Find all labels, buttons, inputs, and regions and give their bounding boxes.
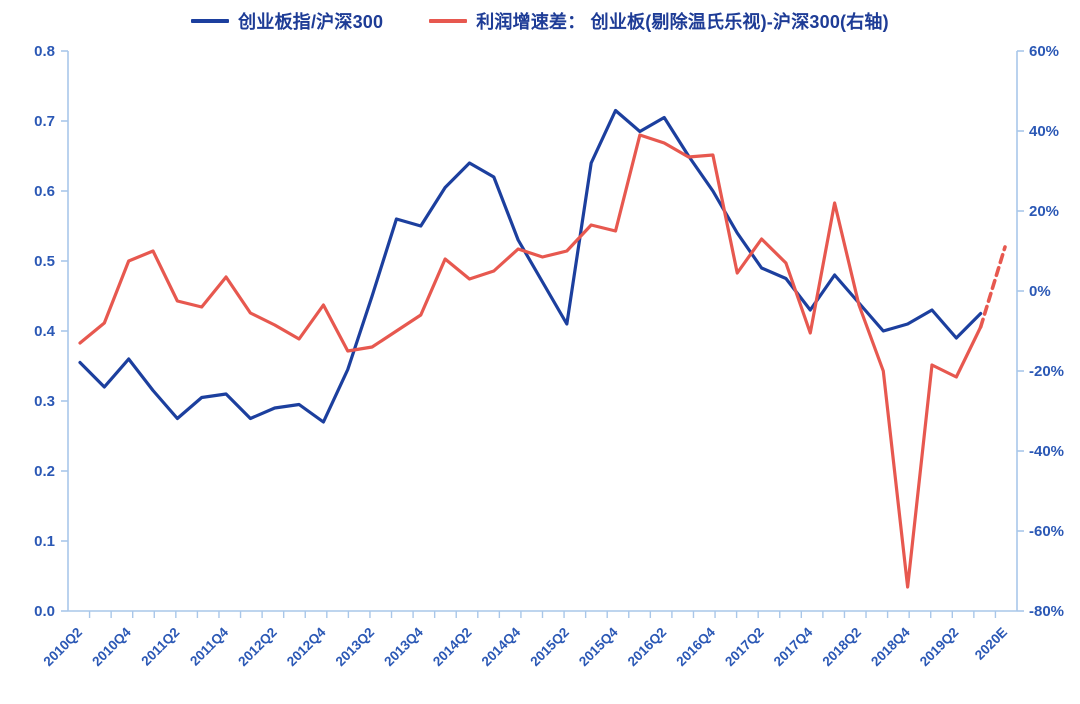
x-axis-label: 2016Q4 (673, 624, 718, 669)
x-axis-label: 2012Q2 (235, 625, 280, 670)
right-axis-tick-label: 40% (1029, 123, 1059, 140)
series-line-gem-ratio (78, 108, 983, 424)
x-axis-label: 2010Q4 (89, 624, 134, 669)
x-axis-label: 2013Q2 (333, 625, 378, 670)
series-line-profit-gap-dashed-forecast (978, 245, 1007, 329)
x-axis-label: 2018Q4 (868, 624, 913, 669)
left-axis-tick-label: 0.7 (34, 113, 55, 130)
legend-line-swatch-blue (191, 19, 230, 23)
right-axis-tick-label: -20% (1029, 363, 1064, 380)
left-axis-tick-label: 0.0 (34, 603, 55, 620)
right-axis-tick-label: 0% (1029, 283, 1051, 300)
legend-label-profit-gap: 利润增速差： 创业板(剔除温氏乐视)-沪深300(右轴) (476, 12, 889, 32)
x-axis-label: 2011Q4 (187, 624, 231, 668)
right-axis-tick-label: 20% (1029, 203, 1059, 220)
right-axis-tick-label: -60% (1029, 523, 1064, 540)
x-axis-label: 2010Q2 (41, 625, 86, 670)
x-axis-label: 2014Q4 (479, 624, 524, 669)
x-axis-label: 2016Q2 (625, 625, 670, 670)
x-axis-label: 2017Q2 (722, 625, 767, 670)
right-axis-tick-label: -80% (1029, 603, 1064, 620)
x-axis-label: 2018Q2 (819, 625, 864, 670)
left-axis-tick-label: 0.8 (34, 43, 55, 60)
x-axis-label: 2019Q2 (917, 625, 962, 670)
x-axis-label: 2017Q4 (771, 624, 816, 669)
right-axis-tick-label: 60% (1029, 43, 1059, 60)
legend: 创业板指/沪深300 利润增速差： 创业板(剔除温氏乐视)-沪深300(右轴) (0, 8, 1080, 34)
left-axis-tick-label: 0.3 (34, 393, 55, 410)
x-axis-label: 2014Q2 (430, 625, 475, 670)
legend-item-gem-ratio: 创业板指/沪深300 (191, 8, 383, 34)
right-axis-tick-label: -40% (1029, 443, 1064, 460)
x-axis-label: 2020E (972, 625, 1010, 663)
left-axis-tick-label: 0.5 (34, 253, 55, 270)
x-axis-label: 2015Q4 (576, 624, 621, 669)
series-line-profit-gap-solid (78, 133, 983, 589)
x-axis-label: 2015Q2 (527, 625, 572, 670)
x-axis-label: 2012Q4 (284, 624, 329, 669)
legend-label-gem-ratio: 创业板指/沪深300 (238, 12, 384, 32)
legend-item-profit-gap: 利润增速差： 创业板(剔除温氏乐视)-沪深300(右轴) (429, 8, 889, 34)
left-axis-tick-label: 0.6 (34, 183, 55, 200)
x-axis-label: 2013Q4 (381, 624, 426, 669)
left-axis-tick-label: 0.2 (34, 463, 55, 480)
left-axis-tick-label: 0.4 (34, 323, 56, 340)
left-axis-tick-label: 0.1 (34, 533, 55, 550)
legend-line-swatch-red (429, 19, 468, 23)
x-axis-label: 2011Q2 (138, 625, 182, 669)
